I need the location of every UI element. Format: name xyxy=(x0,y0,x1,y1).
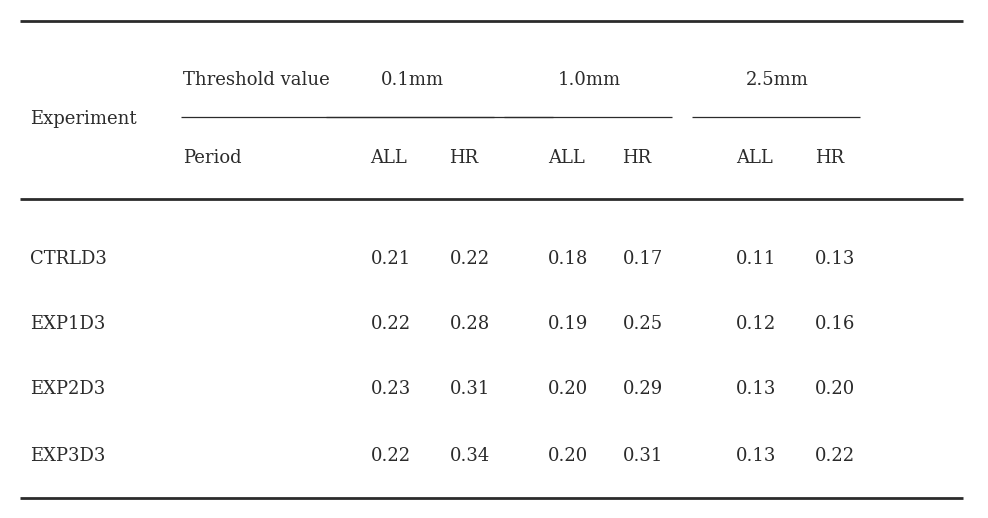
Text: 0.19: 0.19 xyxy=(548,315,589,333)
Text: EXP1D3: EXP1D3 xyxy=(30,315,105,333)
Text: EXP3D3: EXP3D3 xyxy=(30,447,105,465)
Text: HR: HR xyxy=(815,149,844,167)
Text: 0.20: 0.20 xyxy=(815,380,856,397)
Text: 0.16: 0.16 xyxy=(815,315,856,333)
Text: HR: HR xyxy=(622,149,651,167)
Text: 0.25: 0.25 xyxy=(622,315,663,333)
Text: 2.5mm: 2.5mm xyxy=(746,71,809,89)
Text: 0.13: 0.13 xyxy=(736,380,777,397)
Text: 0.31: 0.31 xyxy=(622,447,663,465)
Text: 0.21: 0.21 xyxy=(370,250,411,268)
Text: 0.17: 0.17 xyxy=(622,250,663,268)
Text: ALL: ALL xyxy=(370,149,407,167)
Text: 0.18: 0.18 xyxy=(548,250,589,268)
Text: EXP2D3: EXP2D3 xyxy=(30,380,105,397)
Text: CTRLD3: CTRLD3 xyxy=(30,250,107,268)
Text: 0.22: 0.22 xyxy=(370,315,411,333)
Text: 0.22: 0.22 xyxy=(370,447,411,465)
Text: Experiment: Experiment xyxy=(30,110,136,128)
Text: 1.0mm: 1.0mm xyxy=(558,71,621,89)
Text: 0.20: 0.20 xyxy=(548,447,589,465)
Text: 0.1mm: 0.1mm xyxy=(380,71,444,89)
Text: 0.12: 0.12 xyxy=(736,315,777,333)
Text: 0.13: 0.13 xyxy=(736,447,777,465)
Text: 0.22: 0.22 xyxy=(815,447,856,465)
Text: 0.23: 0.23 xyxy=(370,380,411,397)
Text: ALL: ALL xyxy=(736,149,773,167)
Text: ALL: ALL xyxy=(548,149,585,167)
Text: Threshold value: Threshold value xyxy=(183,71,330,89)
Text: 0.34: 0.34 xyxy=(450,447,490,465)
Text: 0.29: 0.29 xyxy=(622,380,663,397)
Text: 0.20: 0.20 xyxy=(548,380,589,397)
Text: 0.22: 0.22 xyxy=(450,250,490,268)
Text: 0.11: 0.11 xyxy=(736,250,777,268)
Text: 0.31: 0.31 xyxy=(450,380,490,397)
Text: 0.28: 0.28 xyxy=(450,315,490,333)
Text: 0.13: 0.13 xyxy=(815,250,856,268)
Text: HR: HR xyxy=(450,149,478,167)
Text: Period: Period xyxy=(183,149,241,167)
